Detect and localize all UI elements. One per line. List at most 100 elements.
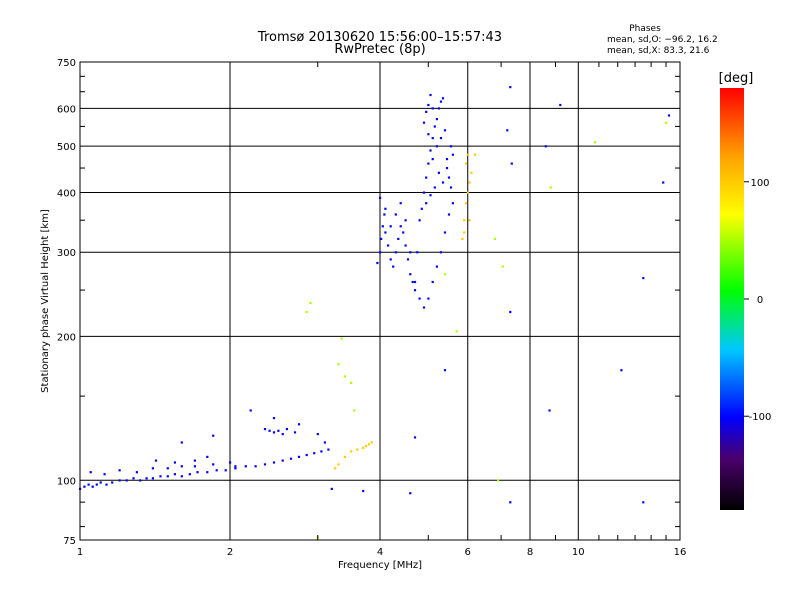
- data-point: [510, 162, 513, 165]
- data-point: [437, 107, 440, 110]
- data-point: [105, 483, 108, 486]
- data-point: [224, 469, 227, 472]
- data-point: [188, 473, 191, 476]
- data-point: [384, 231, 387, 234]
- data-point: [381, 225, 384, 228]
- data-point: [145, 477, 148, 480]
- data-point: [389, 225, 392, 228]
- data-point: [343, 375, 346, 378]
- data-point: [441, 181, 445, 184]
- x-axis-label: Frequency [MHz]: [338, 560, 422, 571]
- data-point: [411, 280, 414, 284]
- data-point: [425, 176, 428, 179]
- data-point: [418, 219, 421, 222]
- data-point: [89, 471, 92, 474]
- data-point: [285, 428, 288, 431]
- data-point: [289, 457, 293, 460]
- data-point: [447, 176, 451, 179]
- data-point: [548, 409, 551, 412]
- data-point: [431, 280, 434, 284]
- data-point: [316, 433, 319, 436]
- colorbar-tick-label: 100: [750, 178, 769, 189]
- data-point: [215, 469, 218, 472]
- data-point: [389, 258, 392, 261]
- data-point: [439, 137, 443, 140]
- data-point: [413, 280, 417, 284]
- data-point: [420, 207, 423, 210]
- y-axis-label: Stationary phase Virtual Height [km]: [40, 209, 51, 393]
- data-point: [443, 231, 447, 234]
- x-tick-label: 4: [377, 547, 383, 558]
- data-point: [340, 337, 343, 340]
- data-point: [212, 434, 215, 437]
- data-point: [365, 444, 368, 448]
- data-point: [549, 186, 552, 189]
- data-point: [445, 167, 449, 170]
- x-tick-label: 8: [527, 547, 533, 558]
- data-point: [180, 441, 183, 444]
- y-tick-label: 300: [57, 248, 76, 259]
- data-point: [95, 483, 98, 486]
- data-point: [466, 153, 469, 156]
- data-point: [445, 158, 449, 161]
- data-point: [544, 145, 547, 148]
- plot-frame: [79, 61, 681, 541]
- data-point: [297, 423, 301, 426]
- data-point: [409, 251, 412, 254]
- data-point: [99, 481, 102, 484]
- data-point: [509, 86, 512, 89]
- data-point: [431, 137, 434, 140]
- data-point: [593, 141, 597, 144]
- data-point: [451, 202, 454, 205]
- data-point: [447, 213, 451, 216]
- data-point: [337, 363, 340, 366]
- data-point: [350, 450, 353, 453]
- y-tick-label: 750: [57, 58, 76, 69]
- data-point: [180, 465, 183, 468]
- data-point: [173, 461, 176, 464]
- data-point: [429, 93, 432, 97]
- data-point: [439, 251, 443, 254]
- data-point: [272, 461, 276, 464]
- data-point: [464, 162, 468, 165]
- data-point: [263, 428, 267, 431]
- data-point: [422, 191, 426, 194]
- data-point: [437, 171, 440, 174]
- data-point: [277, 429, 280, 432]
- x-axis-ticks: 1 2 4 6 8 10 16: [77, 62, 686, 558]
- data-point: [362, 489, 365, 493]
- data-point: [193, 459, 196, 462]
- data-point: [416, 251, 419, 254]
- legend-o-mode: mean, sd,O: −96.2, 16.2: [607, 35, 718, 45]
- data-point: [427, 297, 430, 300]
- data-point: [642, 277, 645, 280]
- data-point: [135, 471, 138, 474]
- data-point: [427, 133, 430, 136]
- legend-x-mode: mean, sd,X: 83.3, 21.6: [607, 46, 710, 56]
- data-point: [433, 125, 436, 128]
- data-point: [394, 251, 397, 254]
- data-point: [330, 487, 333, 490]
- data-point: [297, 455, 301, 458]
- data-point: [443, 129, 447, 132]
- data-point: [353, 409, 356, 412]
- data-point: [406, 258, 410, 261]
- data-point: [397, 237, 400, 240]
- data-point: [497, 479, 500, 482]
- data-point: [305, 453, 308, 457]
- data-point: [166, 467, 169, 470]
- data-point: [234, 467, 237, 470]
- data-point: [431, 107, 434, 110]
- data-point: [234, 465, 237, 468]
- x-tick-label: 2: [227, 547, 233, 558]
- data-point: [193, 465, 196, 468]
- data-point: [443, 273, 447, 276]
- data-point: [418, 297, 421, 300]
- data-point: [173, 473, 176, 476]
- y-tick-label: 500: [57, 142, 76, 153]
- data-point: [281, 459, 284, 462]
- data-point: [425, 202, 428, 205]
- data-point: [384, 207, 387, 210]
- data-point: [350, 381, 353, 384]
- data-point: [206, 471, 209, 474]
